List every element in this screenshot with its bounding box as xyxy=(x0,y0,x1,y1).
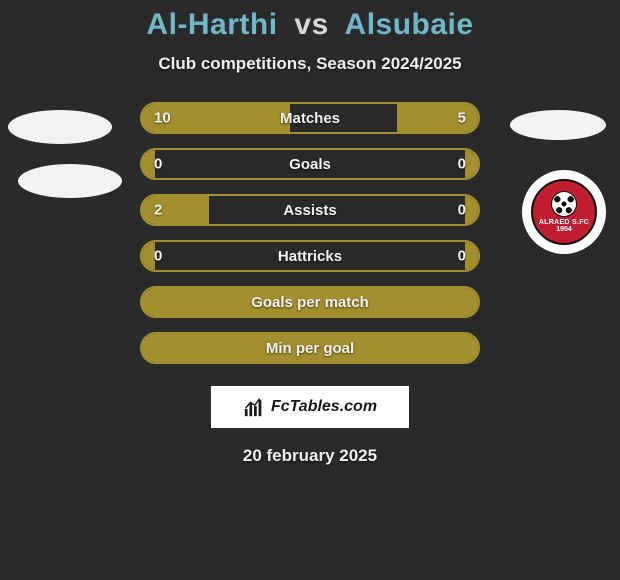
stat-value-left: 0 xyxy=(154,156,162,173)
player1-badge-placeholder-2 xyxy=(18,164,122,198)
stat-value-left: 0 xyxy=(154,248,162,265)
subtitle: Club competitions, Season 2024/2025 xyxy=(0,54,620,74)
stat-row: Goals per match xyxy=(140,286,480,318)
stat-label: Goals xyxy=(289,156,331,173)
stat-row: Matches 10 5 xyxy=(140,102,480,134)
stat-fill-right xyxy=(465,196,478,224)
stat-row: Assists 2 0 xyxy=(140,194,480,226)
player1-name: Al-Harthi xyxy=(146,8,277,41)
stat-value-left: 10 xyxy=(154,110,171,127)
date-label: 20 february 2025 xyxy=(0,446,620,466)
stat-fill-left xyxy=(142,196,209,224)
stat-label: Assists xyxy=(283,202,336,219)
comparison-stage: ALRAED S.FC 1954 Matches105Goals00Assist… xyxy=(0,102,620,364)
page-title: Al-Harthi vs Alsubaie xyxy=(0,0,620,42)
brand-badge: FcTables.com xyxy=(211,386,409,428)
stat-fill-right xyxy=(465,150,478,178)
stat-value-right: 0 xyxy=(458,202,466,219)
stat-row: Min per goal xyxy=(140,332,480,364)
stat-row: Goals 0 0 xyxy=(140,148,480,180)
bar-chart-icon xyxy=(243,396,265,418)
football-icon xyxy=(551,191,577,217)
club-year: 1954 xyxy=(556,226,572,233)
stat-rows: Matches105Goals00Assists20Hattricks00Goa… xyxy=(140,102,480,364)
stat-label: Matches xyxy=(280,110,340,127)
club-name: ALRAED S.FC xyxy=(539,219,589,226)
stat-value-right: 0 xyxy=(458,248,466,265)
stat-row: Hattricks 0 0 xyxy=(140,240,480,272)
stat-value-left: 2 xyxy=(154,202,162,219)
stat-value-right: 0 xyxy=(458,156,466,173)
stat-fill-right xyxy=(465,242,478,270)
stat-label: Min per goal xyxy=(266,340,354,357)
player2-badge-placeholder xyxy=(510,110,606,140)
club-badge: ALRAED S.FC 1954 xyxy=(522,170,606,254)
stat-label: Hattricks xyxy=(278,248,342,265)
club-badge-inner: ALRAED S.FC 1954 xyxy=(531,179,597,245)
stat-value-right: 5 xyxy=(458,110,466,127)
player1-badge-placeholder-1 xyxy=(8,110,112,144)
title-vs: vs xyxy=(294,8,328,41)
brand-text: FcTables.com xyxy=(271,398,377,416)
stat-label: Goals per match xyxy=(251,294,369,311)
player2-name: Alsubaie xyxy=(345,8,474,41)
